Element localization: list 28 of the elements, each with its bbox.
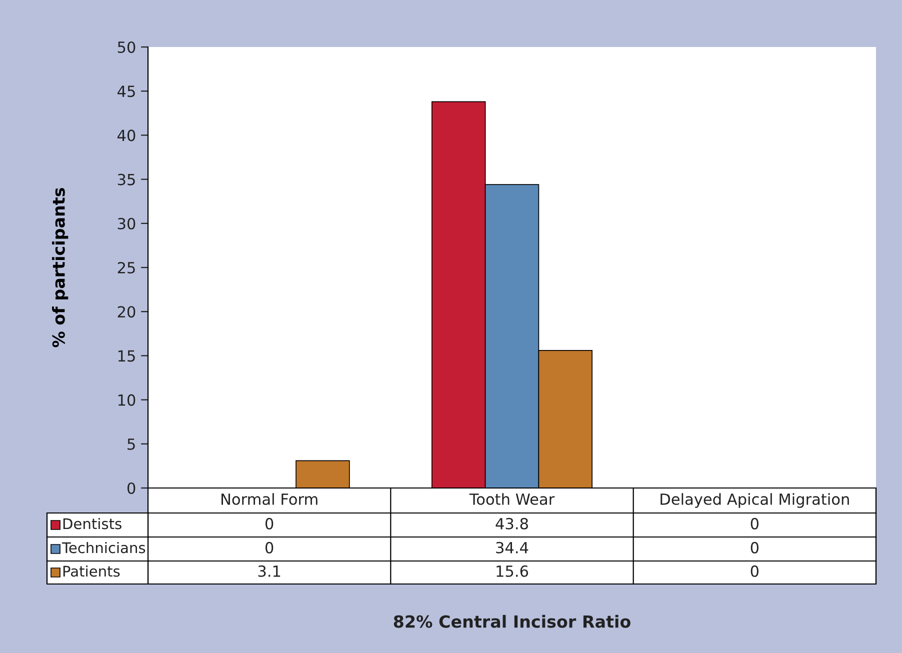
data-label: 43.8	[496, 518, 528, 530]
y-tick-label: 30	[118, 218, 136, 230]
data-label: 0	[265, 542, 274, 554]
data-label: 0	[750, 542, 759, 554]
data-label: 0	[265, 518, 274, 530]
x-tick-label: Tooth Wear	[469, 493, 555, 505]
y-tick-label: 15	[118, 350, 135, 362]
y-tick-label: 10	[118, 394, 136, 406]
data-label: 34.4	[496, 542, 528, 554]
legend-label: Technicians	[62, 542, 146, 554]
y-tick-label: 35	[118, 174, 135, 186]
y-tick-label: 0	[127, 482, 136, 494]
y-axis-title: % of participants	[52, 188, 68, 348]
y-tick-label: 5	[128, 438, 135, 450]
x-tick-label: Delayed Apical Migration	[660, 493, 849, 508]
legend-label: Dentists	[63, 518, 122, 530]
legend-label: Patients	[63, 565, 120, 577]
y-tick-label: 40	[118, 130, 136, 142]
y-tick-label: 45	[118, 86, 135, 98]
data-label: 3.1	[258, 565, 280, 577]
y-tick-label: 20	[118, 306, 136, 318]
data-label: 0	[750, 565, 759, 577]
x-tick-label: Normal Form	[222, 493, 318, 505]
text: 82% Central Incisor Ratio	[394, 614, 630, 628]
data-label: 0	[750, 518, 759, 530]
y-tick-label: 50	[118, 41, 136, 54]
y-tick-label: 25	[118, 262, 135, 274]
data-label: 15.6	[496, 565, 528, 577]
